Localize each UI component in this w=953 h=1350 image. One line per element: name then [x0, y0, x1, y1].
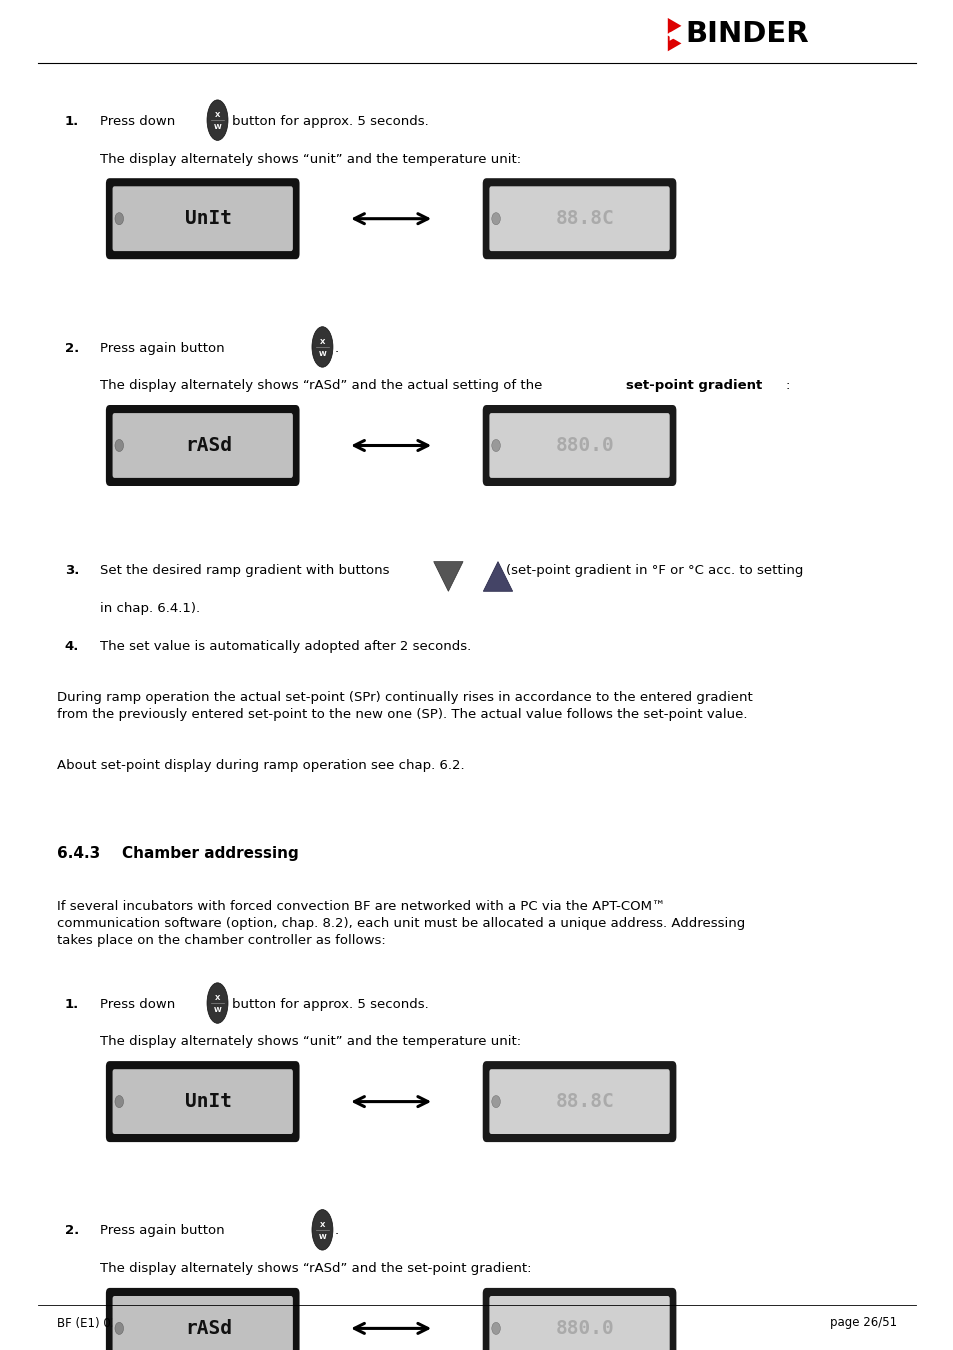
- Ellipse shape: [207, 983, 228, 1023]
- Circle shape: [492, 1322, 499, 1334]
- Text: page 26/51: page 26/51: [829, 1316, 896, 1330]
- Text: BF (E1) 02/2015: BF (E1) 02/2015: [57, 1316, 152, 1330]
- Polygon shape: [483, 562, 512, 591]
- Circle shape: [114, 1322, 124, 1334]
- Text: Press again button: Press again button: [100, 1224, 225, 1238]
- Text: UnIt: UnIt: [185, 209, 232, 228]
- FancyBboxPatch shape: [482, 1061, 676, 1142]
- Circle shape: [492, 212, 499, 224]
- Text: The display alternately shows “unit” and the temperature unit:: The display alternately shows “unit” and…: [100, 153, 520, 166]
- Text: Chamber addressing: Chamber addressing: [122, 846, 298, 861]
- Text: rASd: rASd: [185, 1319, 232, 1338]
- Text: W: W: [213, 1007, 221, 1014]
- Text: W: W: [318, 1234, 326, 1241]
- Text: About set-point display during ramp operation see chap. 6.2.: About set-point display during ramp oper…: [57, 759, 464, 772]
- Text: rASd: rASd: [185, 436, 232, 455]
- Text: 1.: 1.: [65, 998, 79, 1011]
- Text: 2.: 2.: [65, 342, 79, 355]
- Polygon shape: [434, 562, 462, 591]
- Text: button for approx. 5 seconds.: button for approx. 5 seconds.: [232, 998, 428, 1011]
- Ellipse shape: [207, 100, 228, 140]
- FancyBboxPatch shape: [489, 186, 669, 251]
- FancyBboxPatch shape: [482, 1288, 676, 1350]
- Text: UnIt: UnIt: [185, 1092, 232, 1111]
- Text: 880.0: 880.0: [556, 1319, 614, 1338]
- Text: 6.4.3: 6.4.3: [57, 846, 100, 861]
- Text: Set the desired ramp gradient with buttons: Set the desired ramp gradient with butto…: [100, 564, 389, 578]
- Text: The display alternately shows “rASd” and the actual setting of the: The display alternately shows “rASd” and…: [100, 379, 546, 393]
- Ellipse shape: [312, 327, 333, 367]
- FancyBboxPatch shape: [112, 413, 293, 478]
- FancyBboxPatch shape: [489, 413, 669, 478]
- FancyBboxPatch shape: [106, 178, 299, 259]
- FancyBboxPatch shape: [489, 1069, 669, 1134]
- Polygon shape: [667, 18, 680, 34]
- Text: (set-point gradient in °F or °C acc. to setting: (set-point gradient in °F or °C acc. to …: [505, 564, 802, 578]
- Text: Press again button: Press again button: [100, 342, 225, 355]
- Polygon shape: [669, 32, 677, 40]
- Text: 3.: 3.: [65, 564, 79, 578]
- Text: :: :: [784, 379, 789, 393]
- Text: 1.: 1.: [65, 115, 79, 128]
- Text: If several incubators with forced convection BF are networked with a PC via the : If several incubators with forced convec…: [57, 900, 744, 948]
- Text: 4.: 4.: [65, 640, 79, 653]
- Text: X: X: [319, 339, 325, 344]
- Text: in chap. 6.4.1).: in chap. 6.4.1).: [100, 602, 200, 616]
- Text: W: W: [318, 351, 326, 358]
- Circle shape: [114, 439, 124, 451]
- Circle shape: [114, 1095, 124, 1107]
- FancyBboxPatch shape: [482, 405, 676, 486]
- FancyBboxPatch shape: [106, 1288, 299, 1350]
- Ellipse shape: [312, 1210, 333, 1250]
- FancyBboxPatch shape: [112, 186, 293, 251]
- Circle shape: [114, 212, 124, 224]
- Text: set-point gradient: set-point gradient: [625, 379, 761, 393]
- FancyBboxPatch shape: [112, 1296, 293, 1350]
- Circle shape: [492, 1095, 499, 1107]
- FancyBboxPatch shape: [106, 405, 299, 486]
- Circle shape: [492, 439, 499, 451]
- Text: During ramp operation the actual set-point (SPr) continually rises in accordance: During ramp operation the actual set-poi…: [57, 691, 752, 721]
- Text: .: .: [335, 342, 338, 355]
- Text: .: .: [335, 1224, 338, 1238]
- Text: Press down: Press down: [100, 998, 175, 1011]
- Text: BINDER: BINDER: [684, 20, 808, 47]
- FancyBboxPatch shape: [489, 1296, 669, 1350]
- Text: Press down: Press down: [100, 115, 175, 128]
- Text: The display alternately shows “rASd” and the set-point gradient:: The display alternately shows “rASd” and…: [100, 1262, 531, 1276]
- Text: X: X: [214, 995, 220, 1000]
- Text: X: X: [214, 112, 220, 117]
- Text: 880.0: 880.0: [556, 436, 614, 455]
- Text: The set value is automatically adopted after 2 seconds.: The set value is automatically adopted a…: [100, 640, 471, 653]
- FancyBboxPatch shape: [482, 178, 676, 259]
- FancyBboxPatch shape: [112, 1069, 293, 1134]
- Polygon shape: [667, 35, 680, 51]
- Text: X: X: [319, 1222, 325, 1227]
- Text: 88.8C: 88.8C: [556, 209, 614, 228]
- Text: W: W: [213, 124, 221, 131]
- Text: The display alternately shows “unit” and the temperature unit:: The display alternately shows “unit” and…: [100, 1035, 520, 1049]
- Text: 88.8C: 88.8C: [556, 1092, 614, 1111]
- FancyBboxPatch shape: [106, 1061, 299, 1142]
- Text: 2.: 2.: [65, 1224, 79, 1238]
- Text: button for approx. 5 seconds.: button for approx. 5 seconds.: [232, 115, 428, 128]
